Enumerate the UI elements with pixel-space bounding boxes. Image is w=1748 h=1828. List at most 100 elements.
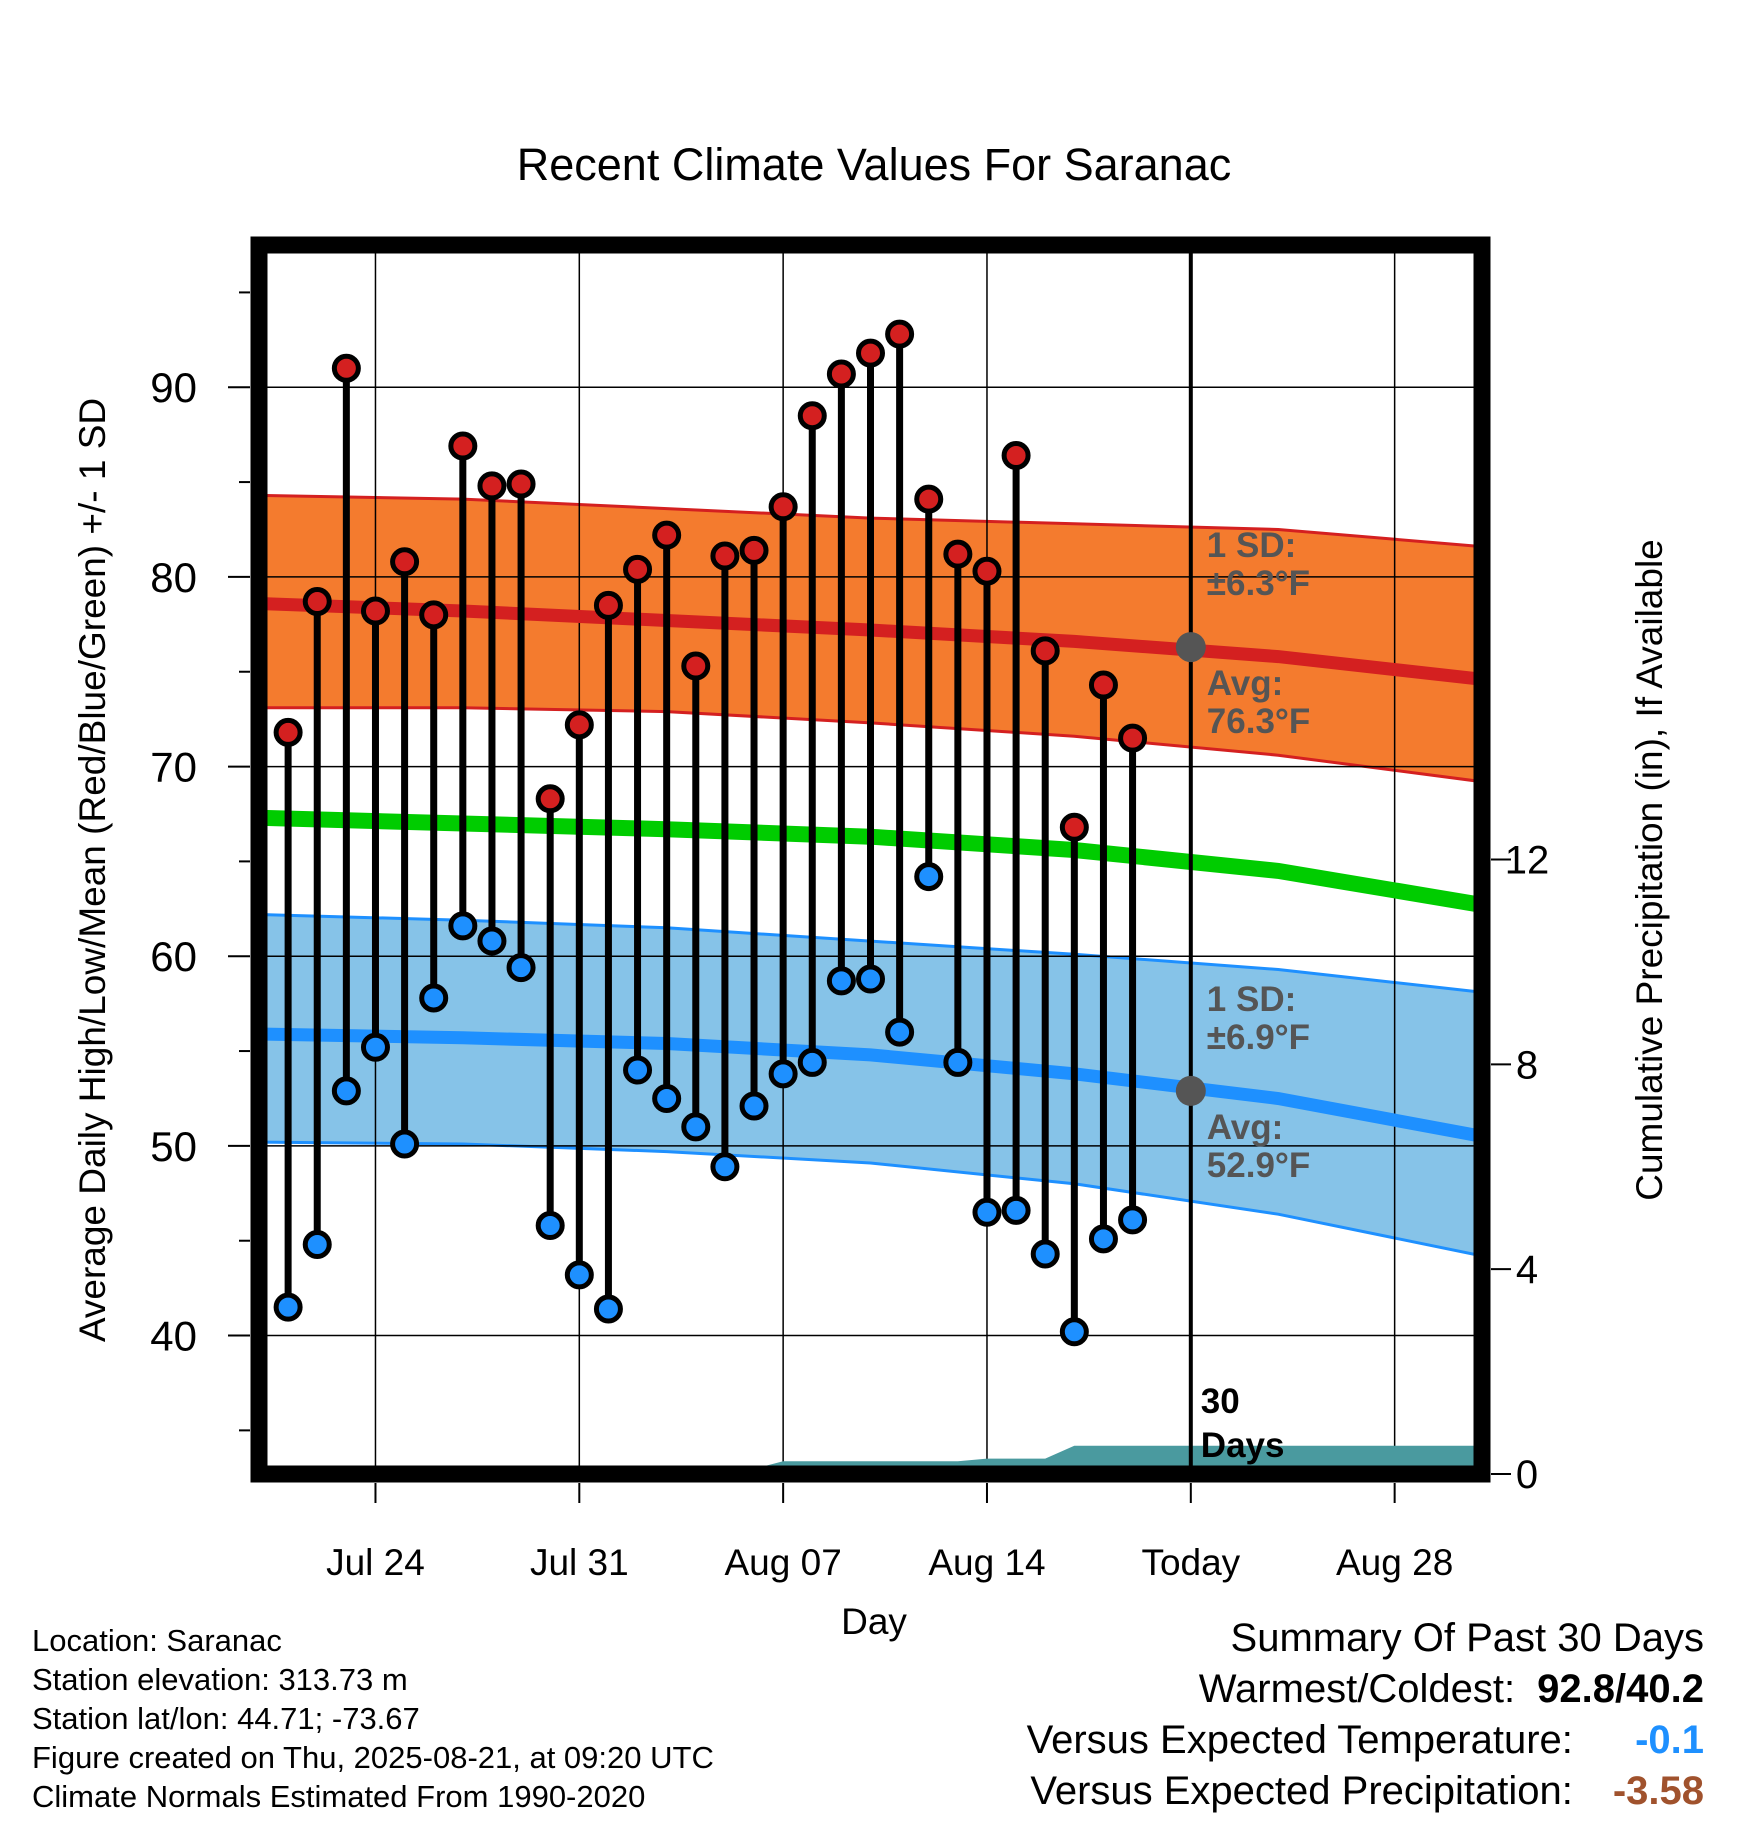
x-axis-label: Day [841, 1601, 907, 1642]
high-sd-annotation: ±6.3°F [1207, 564, 1310, 603]
low-point [448, 911, 478, 941]
y-tick-label: 60 [150, 933, 197, 980]
high-point [535, 784, 565, 814]
today-days-label: 30 [1201, 1382, 1240, 1421]
high-point [564, 710, 594, 740]
low-point [623, 1055, 653, 1085]
x-tick-label: Jul 31 [530, 1542, 629, 1583]
low-point [681, 1112, 711, 1142]
low-sd-annotation: ±6.9°F [1207, 1018, 1310, 1057]
normal-low-line [259, 1027, 1482, 1143]
high-point [1088, 670, 1118, 700]
high-point [623, 554, 653, 584]
summary-title: Summary Of Past 30 Days [1230, 1616, 1704, 1660]
low-point [593, 1294, 623, 1324]
low-point [1150, 0, 1174, 12]
low-point [302, 1230, 332, 1260]
high-point [972, 556, 1002, 586]
high-point [943, 539, 973, 569]
low-avg-annotation: Avg: [1207, 1108, 1283, 1147]
high-point [739, 535, 769, 565]
low-point [885, 1017, 915, 1047]
high-point [1001, 441, 1031, 471]
warm-cold-value: 92.8/40.2 [1537, 1664, 1704, 1715]
low-point [739, 1091, 769, 1121]
station-info: Location: Saranac Station elevation: 313… [32, 1621, 714, 1816]
high-point [360, 596, 390, 626]
low-sd-band [259, 914, 1482, 1256]
low-avg-annotation: 52.9°F [1207, 1146, 1311, 1185]
temp-label: Versus Expected Temperature: [1026, 1718, 1573, 1762]
y-tick-label: 70 [150, 744, 197, 791]
low-point [797, 1047, 827, 1077]
precip-label: Versus Expected Precipitation: [1030, 1769, 1573, 1813]
low-point [1059, 1317, 1089, 1347]
y2-tick-label: 0 [1516, 1453, 1538, 1497]
low-point [972, 1197, 1002, 1227]
precip-value: -3.58 [1612, 1769, 1704, 1813]
summary-panel: Summary Of Past 30 Days Warmest/Coldest:… [1027, 1613, 1704, 1817]
low-point [506, 953, 536, 983]
low-point [273, 1292, 303, 1322]
x-tick-label: Aug 28 [1336, 1542, 1453, 1583]
low-point [1001, 1195, 1031, 1225]
high-point [681, 651, 711, 681]
chart-title: Recent Climate Values For Saranac [517, 139, 1232, 190]
high-point [419, 600, 449, 630]
summary-warm-cold: Warmest/Coldest: 92.8/40.2 [1027, 1664, 1704, 1715]
y2-axis-label: Cumulative Precipitation (in), If Availa… [1629, 539, 1670, 1201]
low-sd-annotation: 1 SD: [1207, 980, 1296, 1019]
today-days-label: Days [1201, 1426, 1285, 1465]
high-point [1059, 812, 1089, 842]
x-tick-label: Today [1141, 1542, 1240, 1583]
high-sd-annotation: 1 SD: [1207, 526, 1296, 565]
y2-tick-label: 8 [1516, 1043, 1538, 1087]
latlon-text: Station lat/lon: 44.71; -73.67 [32, 1701, 420, 1736]
low-point [768, 1059, 798, 1089]
high-point [390, 547, 420, 577]
low-point [710, 1152, 740, 1182]
plot-frame [250, 236, 1491, 1483]
today-high-avg-marker [1175, 632, 1206, 663]
warm-cold-label: Warmest/Coldest: [1198, 1667, 1516, 1711]
low-point [477, 926, 507, 956]
low-point [331, 1076, 361, 1106]
high-point [1118, 723, 1148, 753]
y-tick-label: 80 [150, 554, 197, 601]
high-point [1150, 0, 1174, 12]
high-point [768, 492, 798, 522]
x-tick-label: Aug 07 [725, 1542, 842, 1583]
low-sd-lower-edge [259, 1140, 1482, 1258]
high-point [331, 353, 361, 383]
y-tick-label: 50 [150, 1123, 197, 1170]
high-point [448, 431, 478, 461]
normals-text: Climate Normals Estimated From 1990-2020 [32, 1779, 646, 1814]
high-point [797, 401, 827, 431]
low-point [856, 964, 885, 994]
low-point [943, 1047, 973, 1077]
high-point [506, 469, 536, 499]
warm-cold-separator: / [1615, 1667, 1627, 1711]
low-point [826, 966, 856, 996]
plot-area [259, 0, 1482, 1474]
high-point [477, 471, 507, 501]
x-tick-label: Aug 14 [928, 1542, 1045, 1583]
warmest-value: 92.8 [1537, 1667, 1616, 1711]
y-tick-label: 90 [150, 364, 197, 411]
y-tick-label: 40 [150, 1313, 197, 1360]
summary-precip: Versus Expected Precipitation: -3.58 [1027, 1766, 1704, 1817]
y-axis-label: Average Daily High/Low/Mean (Red/Blue/Gr… [72, 398, 113, 1342]
low-point [564, 1260, 594, 1290]
y2-tick-label: 4 [1516, 1248, 1538, 1292]
high-point [826, 359, 856, 389]
y2-tick-label: 12 [1505, 839, 1550, 883]
today-low-avg-marker [1175, 1075, 1206, 1106]
high-avg-annotation: 76.3°F [1207, 702, 1311, 741]
coldest-value: 40.2 [1626, 1667, 1704, 1711]
high-point [593, 590, 623, 620]
temp-value: -0.1 [1635, 1718, 1704, 1762]
high-point [710, 541, 740, 571]
high-avg-annotation: Avg: [1207, 664, 1283, 703]
high-point [914, 484, 944, 514]
